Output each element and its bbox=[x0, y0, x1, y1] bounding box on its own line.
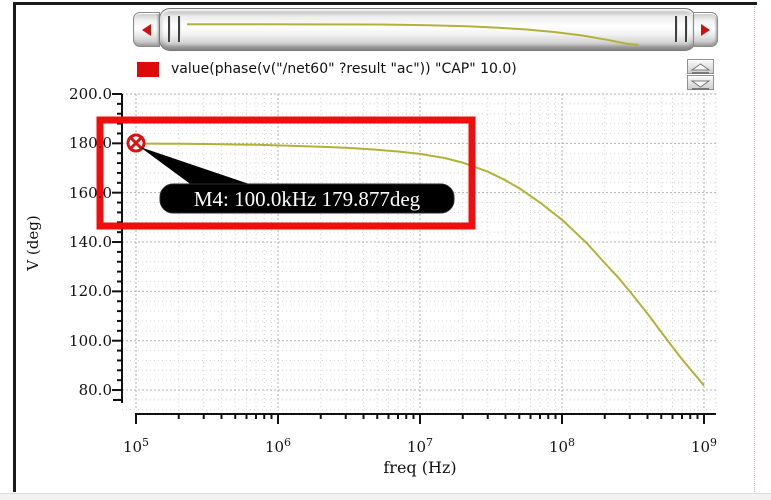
x-range-scrollbar[interactable] bbox=[133, 8, 718, 51]
strip-spinner bbox=[687, 59, 714, 91]
spinner-up-button[interactable] bbox=[687, 59, 714, 74]
window-border-left bbox=[13, 2, 16, 492]
x-tick-label: 108 bbox=[548, 436, 576, 456]
triangle-up-icon bbox=[690, 63, 711, 74]
y-tick-label: 140.0 bbox=[69, 233, 112, 252]
axes bbox=[112, 93, 716, 424]
y-tick-label: 100.0 bbox=[69, 331, 112, 350]
phase-trace[interactable] bbox=[135, 142, 705, 387]
x-tick-label: 105 bbox=[122, 436, 150, 456]
marker-m4[interactable] bbox=[126, 133, 146, 153]
x-tick-label: 107 bbox=[406, 436, 434, 456]
y-tick-label: 80.0 bbox=[78, 381, 112, 400]
x-axis-title: freq (Hz) bbox=[383, 458, 457, 477]
trace-legend[interactable]: value(phase(v("/net60" ?result "ac")) "C… bbox=[137, 60, 517, 78]
y-tick-label: 200.0 bbox=[69, 85, 112, 103]
marker-highlight-box bbox=[96, 116, 476, 230]
overview-trace bbox=[186, 23, 639, 46]
y-tick-label: 160.0 bbox=[69, 183, 112, 202]
gridlines bbox=[122, 93, 717, 411]
left-resize-grip-icon[interactable] bbox=[168, 16, 180, 42]
marker-tooltip: M4: 100.0kHz 179.877deg bbox=[140, 147, 455, 214]
y-tick-label: 180.0 bbox=[69, 134, 112, 153]
range-slider-thumb[interactable] bbox=[159, 8, 696, 51]
x-tick-label: 106 bbox=[264, 436, 292, 456]
triangle-down-icon bbox=[690, 80, 711, 90]
trace-legend-label: value(phase(v("/net60" ?result "ac")) "C… bbox=[171, 61, 517, 77]
triangle-right-icon bbox=[701, 23, 710, 36]
spinner-down-button[interactable] bbox=[687, 75, 714, 90]
marker-tooltip-text: M4: 100.0kHz 179.877deg bbox=[194, 187, 421, 211]
y-axis-title: V (deg) bbox=[24, 215, 42, 271]
y-tick-label: 120.0 bbox=[69, 282, 112, 301]
right-resize-grip-icon[interactable] bbox=[675, 16, 687, 42]
window-edge-bottom bbox=[0, 493, 771, 500]
triangle-left-icon bbox=[142, 23, 151, 36]
scroll-right-button[interactable] bbox=[693, 12, 718, 47]
trace-color-swatch bbox=[137, 61, 159, 77]
window-border-top bbox=[13, 2, 757, 5]
x-tick-label: 109 bbox=[690, 436, 718, 456]
window-edge-right bbox=[754, 6, 755, 492]
